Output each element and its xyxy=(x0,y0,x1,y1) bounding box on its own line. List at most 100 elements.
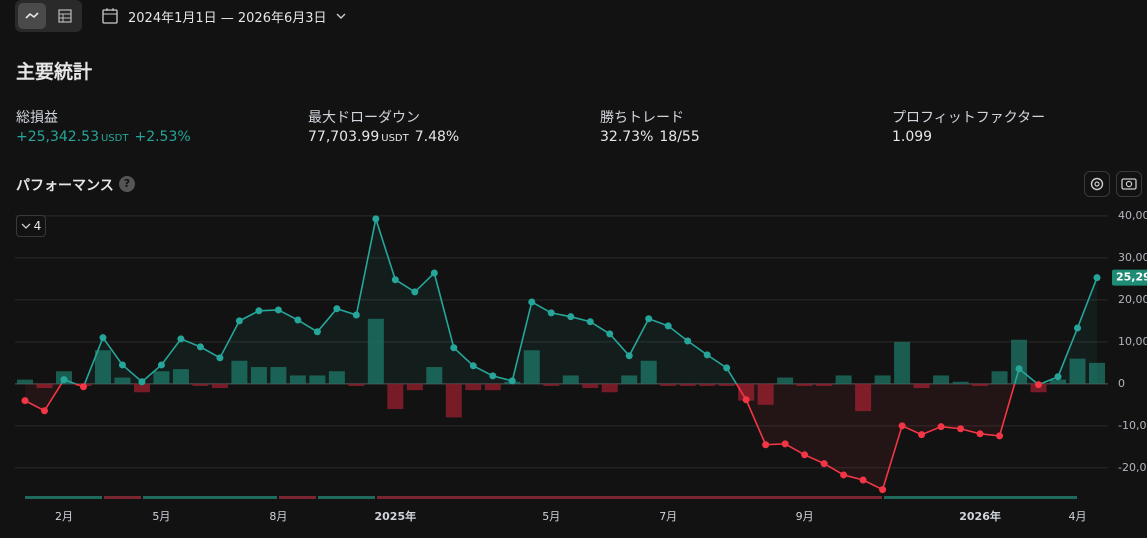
strip-segment xyxy=(104,496,141,499)
trade-bar xyxy=(777,377,794,384)
equity-point xyxy=(1074,324,1082,332)
equity-point xyxy=(840,471,848,479)
count-selector[interactable]: 4 xyxy=(16,215,46,237)
trade-bar xyxy=(1011,339,1028,384)
equity-point xyxy=(411,288,419,296)
unit: USDT xyxy=(381,133,409,144)
selector-value: 4 xyxy=(33,219,42,233)
trade-bar xyxy=(36,383,53,389)
axis-labels: 40,00 30,00 20,00 10,00 0 -10,0 -20,0 25,29 2月 5月… xyxy=(55,209,1147,523)
equity-point xyxy=(528,298,536,306)
trade-bar xyxy=(621,375,638,384)
trade-bar xyxy=(504,381,521,384)
table-view-button[interactable] xyxy=(51,3,79,29)
trade-bar xyxy=(543,383,560,386)
trade-bar xyxy=(523,350,540,384)
x-tick-label: 4月 xyxy=(1069,510,1087,523)
equity-point xyxy=(1054,373,1062,381)
strip-segment xyxy=(318,496,375,499)
chevron-icon xyxy=(21,223,31,229)
drawdown-strip xyxy=(25,496,1077,499)
equity-point xyxy=(664,322,672,330)
trade-bar xyxy=(855,383,872,412)
trade-bar xyxy=(972,383,989,386)
settings-button[interactable] xyxy=(1084,171,1110,197)
equity-point xyxy=(1015,365,1023,373)
trade-bar xyxy=(367,318,384,384)
trade-bar xyxy=(289,375,306,384)
trade-bar xyxy=(1050,379,1067,384)
equity-area xyxy=(25,383,1041,490)
x-tick-label: 8月 xyxy=(269,510,287,523)
equity-point xyxy=(196,343,204,351)
x-tick-label: 5月 xyxy=(152,510,170,523)
equity-point xyxy=(40,407,48,415)
trade-bar xyxy=(328,371,345,384)
chart-title: パフォーマンス xyxy=(16,178,114,194)
equity-point xyxy=(586,318,594,326)
trade-bar xyxy=(406,383,423,391)
trade-bar xyxy=(114,377,131,384)
y-tick-label: 30,00 xyxy=(1118,251,1147,264)
last-value-badge xyxy=(1112,269,1147,286)
trade-bar xyxy=(894,341,911,384)
equity-point xyxy=(352,311,360,319)
equity-point xyxy=(1093,274,1101,282)
trade-bar xyxy=(192,383,209,386)
equity-point xyxy=(450,344,458,352)
equity-point xyxy=(79,383,87,391)
trade-bar xyxy=(270,367,287,384)
trade-bar xyxy=(484,383,501,391)
trade-bar xyxy=(660,383,677,386)
trade-bar xyxy=(75,383,92,386)
trade-bar xyxy=(718,383,735,386)
equity-point xyxy=(1035,381,1043,389)
equity-point xyxy=(781,440,789,448)
equity-point xyxy=(430,269,438,277)
trade-bar xyxy=(172,369,189,384)
x-tick-label: 5月 xyxy=(542,510,560,523)
trade-bar xyxy=(796,383,813,386)
equity-point xyxy=(508,377,516,385)
trade-bar xyxy=(562,375,579,384)
unit: USDT xyxy=(100,133,129,144)
equity-point xyxy=(684,337,692,345)
trade-bar xyxy=(1069,358,1086,384)
stat-value: 77,703.99 USDT 7.48% xyxy=(308,129,459,145)
x-tick-label: 7月 xyxy=(659,510,677,523)
screenshot-button[interactable] xyxy=(1116,171,1142,197)
trade-bar xyxy=(465,383,482,391)
date-range-picker[interactable]: 2024年1月1日 — 2026年6月3日 xyxy=(100,4,347,28)
equity-area xyxy=(25,218,1097,384)
trade-bars xyxy=(17,318,1105,418)
help-icon[interactable]: ? xyxy=(119,176,135,192)
equity-point xyxy=(489,372,497,380)
chevron-icon xyxy=(336,13,346,19)
trade-bar xyxy=(94,350,111,384)
chart-view-button[interactable] xyxy=(18,3,46,29)
stat-value: +25,342.53 USDT +2.53% xyxy=(16,129,191,145)
view-toggle xyxy=(15,0,82,32)
equity-point xyxy=(235,317,243,325)
trade-bar xyxy=(991,371,1008,384)
trade-bar xyxy=(601,383,618,393)
trade-bar xyxy=(1089,362,1105,384)
chart-icon xyxy=(25,12,39,19)
equity-point xyxy=(60,376,68,384)
x-tick-label: 2025年 xyxy=(375,509,417,523)
date-range-text: 2024年1月1日 — 2026年6月3日 xyxy=(128,10,327,26)
stat-label: 最大ドローダウン xyxy=(308,110,420,126)
equity-point xyxy=(937,423,945,431)
x-tick-label: 2026年 xyxy=(959,509,1001,523)
equity-point xyxy=(177,335,185,343)
equity-point xyxy=(645,315,653,323)
x-tick-label: 9月 xyxy=(796,510,814,523)
trade-bar xyxy=(55,371,72,384)
equity-point xyxy=(391,276,399,284)
equity-point xyxy=(703,351,711,359)
trade-bar xyxy=(309,375,326,384)
change: +2.53% xyxy=(134,129,191,145)
equity-point xyxy=(996,432,1004,440)
